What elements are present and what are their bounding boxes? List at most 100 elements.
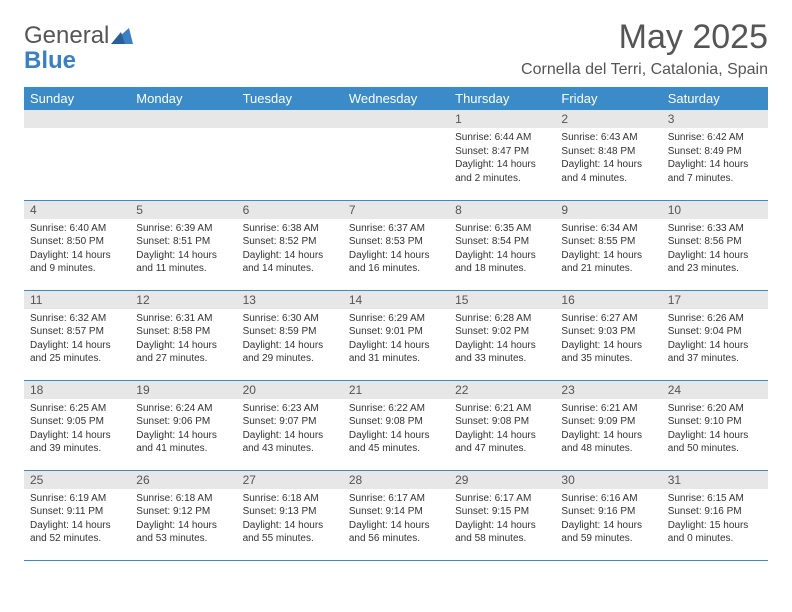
sunrise-text: Sunrise: 6:44 AM xyxy=(455,131,549,145)
calendar-cell: 21Sunrise: 6:22 AMSunset: 9:08 PMDayligh… xyxy=(343,380,449,470)
day-number: 2 xyxy=(555,110,661,128)
daylight-line1: Daylight: 14 hours xyxy=(136,339,230,353)
calendar-cell: 22Sunrise: 6:21 AMSunset: 9:08 PMDayligh… xyxy=(449,380,555,470)
daylight-line2: and 43 minutes. xyxy=(243,442,337,456)
day-number xyxy=(130,110,236,128)
day-details: Sunrise: 6:39 AMSunset: 8:51 PMDaylight:… xyxy=(130,219,236,282)
sunrise-text: Sunrise: 6:16 AM xyxy=(561,492,655,506)
calendar-cell: 12Sunrise: 6:31 AMSunset: 8:58 PMDayligh… xyxy=(130,290,236,380)
daylight-line2: and 0 minutes. xyxy=(668,532,762,546)
page-header: General Blue May 2025 Cornella del Terri… xyxy=(24,18,768,79)
calendar-cell: 8Sunrise: 6:35 AMSunset: 8:54 PMDaylight… xyxy=(449,200,555,290)
day-number: 18 xyxy=(24,381,130,399)
sunrise-text: Sunrise: 6:23 AM xyxy=(243,402,337,416)
day-details: Sunrise: 6:26 AMSunset: 9:04 PMDaylight:… xyxy=(662,309,768,372)
day-number: 1 xyxy=(449,110,555,128)
day-details: Sunrise: 6:35 AMSunset: 8:54 PMDaylight:… xyxy=(449,219,555,282)
sunset-text: Sunset: 8:52 PM xyxy=(243,235,337,249)
sunset-text: Sunset: 8:48 PM xyxy=(561,145,655,159)
sunrise-text: Sunrise: 6:20 AM xyxy=(668,402,762,416)
day-number: 23 xyxy=(555,381,661,399)
day-details: Sunrise: 6:37 AMSunset: 8:53 PMDaylight:… xyxy=(343,219,449,282)
sunset-text: Sunset: 8:49 PM xyxy=(668,145,762,159)
daylight-line1: Daylight: 14 hours xyxy=(455,339,549,353)
daylight-line2: and 2 minutes. xyxy=(455,172,549,186)
weekday-wednesday: Wednesday xyxy=(343,87,449,110)
calendar-cell: 11Sunrise: 6:32 AMSunset: 8:57 PMDayligh… xyxy=(24,290,130,380)
sunset-text: Sunset: 9:09 PM xyxy=(561,415,655,429)
sunrise-text: Sunrise: 6:22 AM xyxy=(349,402,443,416)
weekday-monday: Monday xyxy=(130,87,236,110)
day-details: Sunrise: 6:21 AMSunset: 9:09 PMDaylight:… xyxy=(555,399,661,462)
day-number: 9 xyxy=(555,201,661,219)
day-number xyxy=(343,110,449,128)
daylight-line1: Daylight: 14 hours xyxy=(136,519,230,533)
calendar-cell: 28Sunrise: 6:17 AMSunset: 9:14 PMDayligh… xyxy=(343,470,449,560)
sunrise-text: Sunrise: 6:18 AM xyxy=(136,492,230,506)
day-details: Sunrise: 6:22 AMSunset: 9:08 PMDaylight:… xyxy=(343,399,449,462)
sunset-text: Sunset: 8:50 PM xyxy=(30,235,124,249)
daylight-line1: Daylight: 14 hours xyxy=(668,158,762,172)
daylight-line1: Daylight: 14 hours xyxy=(455,429,549,443)
daylight-line1: Daylight: 14 hours xyxy=(455,519,549,533)
day-details: Sunrise: 6:44 AMSunset: 8:47 PMDaylight:… xyxy=(449,128,555,191)
calendar-cell: 31Sunrise: 6:15 AMSunset: 9:16 PMDayligh… xyxy=(662,470,768,560)
calendar-cell: 13Sunrise: 6:30 AMSunset: 8:59 PMDayligh… xyxy=(237,290,343,380)
daylight-line2: and 18 minutes. xyxy=(455,262,549,276)
sunset-text: Sunset: 9:11 PM xyxy=(30,505,124,519)
sunset-text: Sunset: 8:58 PM xyxy=(136,325,230,339)
day-number: 10 xyxy=(662,201,768,219)
daylight-line2: and 31 minutes. xyxy=(349,352,443,366)
daylight-line2: and 39 minutes. xyxy=(30,442,124,456)
daylight-line2: and 53 minutes. xyxy=(136,532,230,546)
day-number: 17 xyxy=(662,291,768,309)
calendar-body: 1Sunrise: 6:44 AMSunset: 8:47 PMDaylight… xyxy=(24,110,768,560)
calendar-cell: 2Sunrise: 6:43 AMSunset: 8:48 PMDaylight… xyxy=(555,110,661,200)
calendar-week-row: 4Sunrise: 6:40 AMSunset: 8:50 PMDaylight… xyxy=(24,200,768,290)
daylight-line2: and 56 minutes. xyxy=(349,532,443,546)
sunset-text: Sunset: 9:04 PM xyxy=(668,325,762,339)
day-number: 22 xyxy=(449,381,555,399)
daylight-line2: and 55 minutes. xyxy=(243,532,337,546)
day-details: Sunrise: 6:25 AMSunset: 9:05 PMDaylight:… xyxy=(24,399,130,462)
daylight-line2: and 47 minutes. xyxy=(455,442,549,456)
sunrise-text: Sunrise: 6:15 AM xyxy=(668,492,762,506)
location-subtitle: Cornella del Terri, Catalonia, Spain xyxy=(521,61,768,79)
sunrise-text: Sunrise: 6:31 AM xyxy=(136,312,230,326)
calendar-cell: 18Sunrise: 6:25 AMSunset: 9:05 PMDayligh… xyxy=(24,380,130,470)
daylight-line1: Daylight: 14 hours xyxy=(349,519,443,533)
daylight-line2: and 16 minutes. xyxy=(349,262,443,276)
day-number: 6 xyxy=(237,201,343,219)
calendar-cell: 20Sunrise: 6:23 AMSunset: 9:07 PMDayligh… xyxy=(237,380,343,470)
daylight-line1: Daylight: 14 hours xyxy=(243,339,337,353)
daylight-line2: and 11 minutes. xyxy=(136,262,230,276)
day-number: 24 xyxy=(662,381,768,399)
daylight-line2: and 4 minutes. xyxy=(561,172,655,186)
daylight-line2: and 41 minutes. xyxy=(136,442,230,456)
sunset-text: Sunset: 8:57 PM xyxy=(30,325,124,339)
day-details: Sunrise: 6:43 AMSunset: 8:48 PMDaylight:… xyxy=(555,128,661,191)
sunrise-text: Sunrise: 6:30 AM xyxy=(243,312,337,326)
day-details: Sunrise: 6:31 AMSunset: 8:58 PMDaylight:… xyxy=(130,309,236,372)
weekday-thursday: Thursday xyxy=(449,87,555,110)
calendar-cell xyxy=(130,110,236,200)
calendar-cell: 25Sunrise: 6:19 AMSunset: 9:11 PMDayligh… xyxy=(24,470,130,560)
sunrise-text: Sunrise: 6:33 AM xyxy=(668,222,762,236)
calendar-week-row: 1Sunrise: 6:44 AMSunset: 8:47 PMDaylight… xyxy=(24,110,768,200)
sunrise-text: Sunrise: 6:42 AM xyxy=(668,131,762,145)
daylight-line2: and 14 minutes. xyxy=(243,262,337,276)
day-number: 8 xyxy=(449,201,555,219)
daylight-line1: Daylight: 14 hours xyxy=(349,249,443,263)
day-details: Sunrise: 6:23 AMSunset: 9:07 PMDaylight:… xyxy=(237,399,343,462)
sunrise-text: Sunrise: 6:17 AM xyxy=(455,492,549,506)
calendar-week-row: 18Sunrise: 6:25 AMSunset: 9:05 PMDayligh… xyxy=(24,380,768,470)
daylight-line2: and 21 minutes. xyxy=(561,262,655,276)
sunrise-text: Sunrise: 6:38 AM xyxy=(243,222,337,236)
daylight-line2: and 25 minutes. xyxy=(30,352,124,366)
calendar-table: Sunday Monday Tuesday Wednesday Thursday… xyxy=(24,87,768,561)
daylight-line1: Daylight: 14 hours xyxy=(30,519,124,533)
day-number: 4 xyxy=(24,201,130,219)
day-number: 30 xyxy=(555,471,661,489)
day-details: Sunrise: 6:21 AMSunset: 9:08 PMDaylight:… xyxy=(449,399,555,462)
sunrise-text: Sunrise: 6:27 AM xyxy=(561,312,655,326)
